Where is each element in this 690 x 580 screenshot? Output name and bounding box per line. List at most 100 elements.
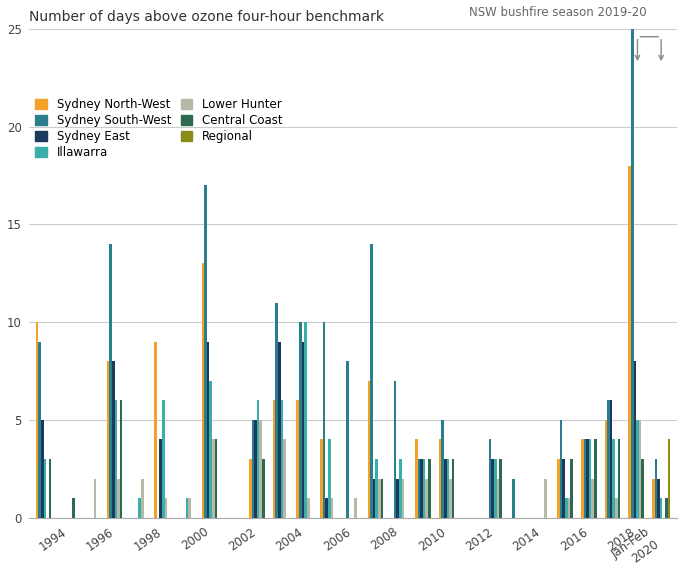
Bar — [560, 420, 562, 518]
Bar — [513, 478, 515, 518]
Bar — [373, 478, 375, 518]
Bar — [618, 440, 620, 518]
Bar — [255, 420, 257, 518]
Bar — [278, 342, 281, 518]
Bar — [43, 459, 46, 518]
Bar — [665, 498, 668, 518]
Bar — [568, 498, 570, 518]
Bar — [631, 29, 633, 518]
Text: Number of days above ozone four-hour benchmark: Number of days above ozone four-hour ben… — [30, 9, 384, 24]
Bar — [323, 322, 326, 518]
Bar — [381, 478, 383, 518]
Bar — [320, 440, 323, 518]
Bar — [586, 440, 589, 518]
Bar — [570, 459, 573, 518]
Bar — [399, 459, 402, 518]
Bar — [489, 440, 491, 518]
Bar — [120, 400, 123, 518]
Bar — [252, 420, 255, 518]
Bar — [565, 498, 568, 518]
Bar — [558, 459, 560, 518]
Bar — [636, 420, 639, 518]
Bar — [188, 498, 191, 518]
Bar — [141, 478, 144, 518]
Bar — [304, 322, 307, 518]
Bar — [299, 322, 302, 518]
Bar — [112, 361, 115, 518]
Bar — [589, 440, 591, 518]
Bar — [655, 459, 658, 518]
Bar — [613, 440, 615, 518]
Bar — [159, 440, 162, 518]
Bar — [652, 478, 655, 518]
Bar — [668, 440, 670, 518]
Bar — [262, 459, 265, 518]
Bar — [660, 498, 662, 518]
Bar — [426, 478, 428, 518]
Bar — [139, 498, 141, 518]
Bar — [201, 263, 204, 518]
Bar — [354, 498, 357, 518]
Bar — [212, 440, 215, 518]
Bar — [449, 478, 452, 518]
Bar — [281, 400, 283, 518]
Bar — [368, 381, 371, 518]
Bar — [439, 440, 442, 518]
Bar — [72, 498, 75, 518]
Bar — [428, 459, 431, 518]
Bar — [417, 459, 420, 518]
Bar — [562, 459, 565, 518]
Bar — [110, 244, 112, 518]
Bar — [249, 459, 252, 518]
Bar — [283, 440, 286, 518]
Bar — [204, 185, 207, 518]
Bar — [371, 244, 373, 518]
Bar — [591, 478, 594, 518]
Bar — [497, 478, 499, 518]
Bar — [215, 440, 217, 518]
Bar — [49, 459, 51, 518]
Bar — [117, 478, 120, 518]
Bar — [155, 342, 157, 518]
Bar — [499, 459, 502, 518]
Bar — [115, 400, 117, 518]
Text: NSW bushfire season 2019-20: NSW bushfire season 2019-20 — [469, 6, 647, 19]
Bar — [423, 459, 426, 518]
Bar — [420, 459, 423, 518]
Bar — [94, 478, 96, 518]
Bar — [397, 478, 399, 518]
Bar — [604, 420, 607, 518]
Bar — [162, 400, 165, 518]
Bar — [544, 478, 546, 518]
Bar — [307, 498, 310, 518]
Bar — [615, 498, 618, 518]
Bar — [326, 498, 328, 518]
Bar — [610, 400, 613, 518]
Legend: Sydney North-West, Sydney South-West, Sydney East, Illawarra, Lower Hunter, Cent: Sydney North-West, Sydney South-West, Sy… — [35, 99, 282, 159]
Bar — [257, 400, 259, 518]
Bar — [331, 498, 333, 518]
Bar — [452, 459, 454, 518]
Bar — [165, 498, 167, 518]
Bar — [639, 420, 641, 518]
Bar — [259, 420, 262, 518]
Bar — [297, 400, 299, 518]
Bar — [658, 478, 660, 518]
Bar — [107, 361, 110, 518]
Bar — [328, 440, 331, 518]
Bar — [273, 400, 275, 518]
Bar — [415, 440, 417, 518]
Bar — [581, 440, 584, 518]
Bar — [39, 342, 41, 518]
Bar — [402, 478, 404, 518]
Bar — [41, 420, 43, 518]
Bar — [36, 322, 39, 518]
Bar — [641, 459, 644, 518]
Bar — [442, 420, 444, 518]
Bar — [607, 400, 610, 518]
Bar — [378, 478, 381, 518]
Bar — [210, 381, 212, 518]
Bar — [633, 361, 636, 518]
Bar — [275, 303, 278, 518]
Bar — [375, 459, 378, 518]
